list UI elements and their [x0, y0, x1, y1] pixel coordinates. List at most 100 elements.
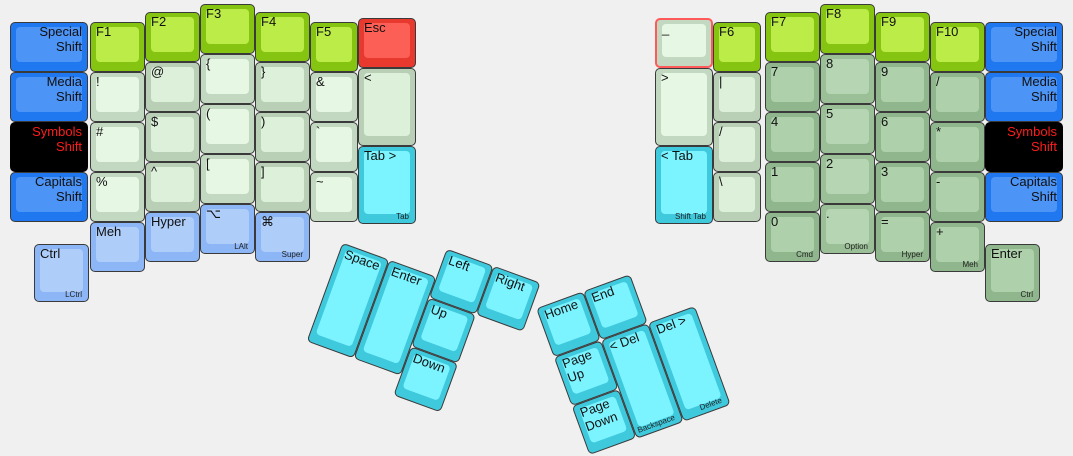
key-face: [881, 67, 924, 102]
key-left-f5-key[interactable]: ~: [310, 172, 358, 222]
key-left-f4-key[interactable]: ): [255, 112, 310, 162]
key-face: [316, 27, 352, 62]
key-left-f4-f4[interactable]: F4: [255, 12, 310, 62]
key-face: [16, 127, 82, 162]
key-left-f4-key[interactable]: }: [255, 62, 310, 112]
key-right-f8-f8[interactable]: F8: [820, 4, 875, 54]
key-right-media-shift[interactable]: Media Shift: [985, 72, 1063, 122]
key-face: [316, 177, 352, 212]
key-right-f9-3[interactable]: 3: [875, 162, 930, 212]
key-face: [364, 23, 410, 58]
key-left-f5-f5[interactable]: F5: [310, 22, 358, 72]
key-right-f9-key[interactable]: = Hyper: [875, 212, 930, 262]
key-right-f7-1[interactable]: 1: [765, 162, 820, 212]
key-right-f6-key[interactable]: \: [713, 172, 761, 222]
key-left-f2-f2[interactable]: F2: [145, 12, 200, 62]
key-right-f10-key[interactable]: /: [930, 72, 985, 122]
key-left-esc-tab[interactable]: Tab > Tab: [358, 146, 416, 224]
key-face: [316, 77, 352, 112]
key-face: [206, 159, 249, 194]
key-face: [826, 109, 869, 144]
key-face: [261, 217, 304, 252]
key-left-f3-key[interactable]: {: [200, 54, 255, 104]
key-face: [261, 17, 304, 52]
key-right-symbols-shift[interactable]: Symbols Shift: [985, 122, 1063, 172]
key-face: [40, 249, 83, 292]
key-face: [151, 217, 194, 252]
key-face: [364, 73, 410, 136]
key-face: [881, 167, 924, 202]
key-right-f7-f7[interactable]: F7: [765, 12, 820, 62]
key-right-minus-key[interactable]: _: [655, 18, 713, 68]
key-right-f6-f6[interactable]: F6: [713, 22, 761, 72]
key-right-special-shift[interactable]: Special Shift: [985, 22, 1063, 72]
key-right-capitals-shift[interactable]: Capitals Shift: [985, 172, 1063, 222]
key-right-f9-9[interactable]: 9: [875, 62, 930, 112]
key-left-f4-key[interactable]: ⌘ Super: [255, 212, 310, 262]
key-face: [261, 67, 304, 102]
key-left-f3-f3[interactable]: F3: [200, 4, 255, 54]
key-right-f7-4[interactable]: 4: [765, 112, 820, 162]
key-right-f6-key[interactable]: |: [713, 72, 761, 122]
key-right-f10-key[interactable]: -: [930, 172, 985, 222]
key-face: [316, 127, 352, 162]
key-face: [16, 77, 82, 112]
key-left-esc-key[interactable]: <: [358, 68, 416, 146]
key-left-esc-esc[interactable]: Esc: [358, 18, 416, 68]
key-face: [826, 9, 869, 44]
key-face: [991, 27, 1057, 62]
key-right-f8-5[interactable]: 5: [820, 104, 875, 154]
key-left-capitals-shift[interactable]: Capitals Shift: [10, 172, 88, 222]
key-face: [991, 177, 1057, 212]
key-left-f4-key[interactable]: ]: [255, 162, 310, 212]
key-face: [719, 177, 755, 212]
key-left-symbols-shift[interactable]: Symbols Shift: [10, 122, 88, 172]
key-face: [991, 127, 1057, 162]
key-left-f1-f1[interactable]: F1: [90, 22, 145, 72]
key-left-media-shift[interactable]: Media Shift: [10, 72, 88, 122]
key-right-f9-f9[interactable]: F9: [875, 12, 930, 62]
key-face: [936, 27, 979, 62]
key-face: [719, 27, 755, 62]
key-right-f7-7[interactable]: 7: [765, 62, 820, 112]
key-face: [771, 17, 814, 52]
key-face: [661, 151, 707, 214]
key-left-f5-key[interactable]: `: [310, 122, 358, 172]
key-right-f8-key[interactable]: . Option: [820, 204, 875, 254]
key-left-f2-key[interactable]: $: [145, 112, 200, 162]
key-right-f6-key[interactable]: /: [713, 122, 761, 172]
key-right-enter[interactable]: Enter Ctrl: [985, 244, 1040, 302]
key-face: [96, 227, 139, 262]
key-face: [771, 117, 814, 152]
key-left-f3-key[interactable]: ⌥ LAlt: [200, 204, 255, 254]
key-left-f3-key[interactable]: (: [200, 104, 255, 154]
key-right-f10-key[interactable]: + Meh: [930, 222, 985, 272]
key-left-f2-key[interactable]: ^: [145, 162, 200, 212]
key-left-f1-meh[interactable]: Meh: [90, 222, 145, 272]
key-face: [771, 167, 814, 202]
key-right-f9-6[interactable]: 6: [875, 112, 930, 162]
key-left-f1-key[interactable]: !: [90, 72, 145, 122]
key-left-f2-key[interactable]: @: [145, 62, 200, 112]
key-face: [151, 117, 194, 152]
key-right-f10-key[interactable]: *: [930, 122, 985, 172]
key-face: [561, 346, 610, 395]
key-right-minus-key[interactable]: >: [655, 68, 713, 146]
key-face: [96, 27, 139, 62]
key-left-f1-key[interactable]: #: [90, 122, 145, 172]
key-right-f8-8[interactable]: 8: [820, 54, 875, 104]
key-face: [826, 159, 869, 194]
key-right-minus-tab[interactable]: < Tab Shift Tab: [655, 146, 713, 224]
key-left-f5-key[interactable]: &: [310, 72, 358, 122]
key-left-ctrl[interactable]: Ctrl LCtrl: [34, 244, 89, 302]
key-face: [206, 109, 249, 144]
key-right-f8-2[interactable]: 2: [820, 154, 875, 204]
key-left-f2-hyper[interactable]: Hyper: [145, 212, 200, 262]
key-face: [881, 17, 924, 52]
key-right-f10-f10[interactable]: F10: [930, 22, 985, 72]
key-left-special-shift[interactable]: Special Shift: [10, 22, 88, 72]
key-left-f1-key[interactable]: %: [90, 172, 145, 222]
key-left-f3-key[interactable]: [: [200, 154, 255, 204]
key-face: [771, 67, 814, 102]
key-right-f7-0[interactable]: 0 Cmd: [765, 212, 820, 262]
